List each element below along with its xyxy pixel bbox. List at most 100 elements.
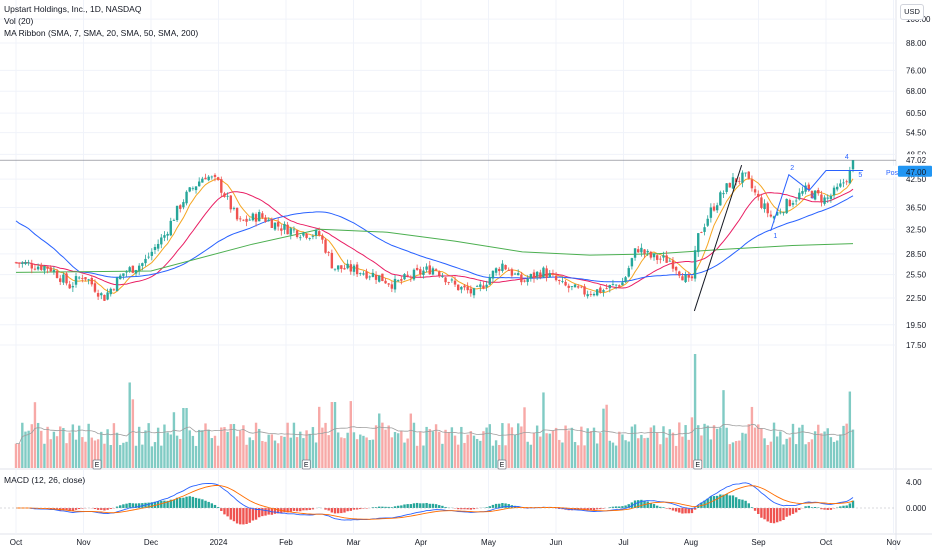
ma-ribbon-legend: MA Ribbon (SMA, 7, SMA, 20, SMA, 50, SMA… [4, 28, 199, 38]
volume-bar [738, 440, 741, 468]
macd-histogram-bar [851, 500, 855, 508]
macd-histogram-bar [655, 505, 659, 508]
candle-body [551, 273, 555, 275]
candle [570, 286, 574, 291]
candle [633, 248, 637, 261]
candle-body [52, 269, 56, 272]
volume-bar [179, 439, 182, 468]
volume-bar [239, 430, 242, 468]
price-axis[interactable]: 100.0088.0076.0068.0060.5054.5048.5042.5… [897, 15, 932, 513]
volume-bar [583, 445, 586, 468]
candle-body [510, 269, 514, 276]
volume-bar [378, 413, 381, 468]
candle [87, 278, 90, 285]
time-tick-label: Oct [10, 538, 23, 547]
volume-bar [128, 382, 131, 468]
candle [210, 175, 214, 180]
price-tick-label: 17.50 [906, 341, 927, 350]
volume-bar [346, 432, 349, 468]
candle-body [374, 274, 378, 280]
macd-histogram-bar [611, 506, 615, 508]
candle-body [643, 249, 646, 254]
macd-histogram-bar [794, 508, 798, 513]
wave-label: 5 [858, 172, 862, 179]
candle-body [554, 275, 558, 281]
macd-histogram-bar [406, 504, 409, 508]
candle [535, 271, 539, 281]
candle [235, 207, 239, 222]
macd-histogram-bar [671, 508, 675, 511]
candle-body [766, 203, 769, 214]
macd-histogram-bar [823, 508, 826, 510]
candle [362, 270, 365, 276]
macd-histogram-bar [213, 504, 217, 508]
candle [248, 217, 251, 221]
candle [842, 178, 845, 188]
volume-bar [153, 442, 157, 468]
volume-bar [371, 439, 375, 468]
macd-histogram-bar [627, 504, 630, 508]
candle-body [163, 235, 166, 238]
candle [491, 270, 495, 283]
volume-bar [659, 444, 662, 468]
candle [166, 231, 169, 241]
candle-body [431, 268, 435, 275]
candle-body [267, 219, 270, 222]
volume-bar [156, 427, 160, 468]
volume-bar [336, 432, 340, 468]
macd-histogram-bar [791, 508, 795, 514]
currency-button[interactable]: USD [900, 4, 924, 20]
macd-histogram-bar [618, 506, 621, 508]
candle [741, 170, 744, 188]
macd-histogram-bar [346, 508, 349, 512]
candle [106, 288, 109, 301]
candle [125, 270, 128, 277]
macd-histogram-bar [646, 501, 649, 508]
candle-body [469, 288, 473, 294]
macd-histogram-bar [160, 500, 163, 508]
macd-histogram-bar [245, 508, 248, 525]
candle [801, 186, 804, 196]
volume-bar [842, 425, 845, 468]
volume-bar [355, 439, 359, 468]
candle [188, 186, 191, 193]
wave-line [693, 164, 743, 312]
candle [270, 217, 274, 229]
time-axis[interactable]: Oct Nov Dec 2024 Feb Mar Apr May Jun Jul Aug Sep Oct… [10, 538, 901, 547]
candle-body [169, 220, 172, 236]
candle [750, 175, 754, 192]
macd-histogram-bar [772, 508, 776, 524]
wave-label: 1 [773, 233, 777, 240]
candle-body [504, 265, 507, 270]
volume-bar [703, 423, 706, 468]
macd-histogram-bar [804, 506, 807, 508]
macd-histogram-bar [817, 507, 820, 508]
macd-histogram-bar [324, 508, 327, 510]
volume-bar [204, 423, 207, 468]
volume-bar [460, 426, 463, 468]
macd-histogram-bar [172, 499, 176, 508]
volume-bar [27, 430, 30, 468]
candle [608, 284, 611, 293]
volume-bar [580, 426, 583, 468]
macd-histogram-bar [336, 508, 340, 514]
wave-annotations: 1 2 3 4 5 Post [693, 154, 900, 312]
candle-body [153, 247, 157, 250]
candle-body [794, 200, 798, 202]
macd-histogram-bar [150, 502, 154, 508]
candle-body [273, 222, 277, 230]
candle-body [577, 286, 580, 288]
candle-body [690, 276, 694, 279]
candle [804, 182, 807, 195]
candle-body [757, 193, 760, 197]
time-tick-label: Nov [886, 538, 900, 547]
candle-body [637, 249, 640, 253]
candle [621, 277, 624, 286]
candle-body [640, 247, 643, 253]
candle-body [583, 286, 586, 295]
candle [283, 221, 286, 235]
candle [614, 284, 618, 290]
time-tick-label: Jul [618, 538, 628, 547]
candle-body [472, 288, 476, 296]
